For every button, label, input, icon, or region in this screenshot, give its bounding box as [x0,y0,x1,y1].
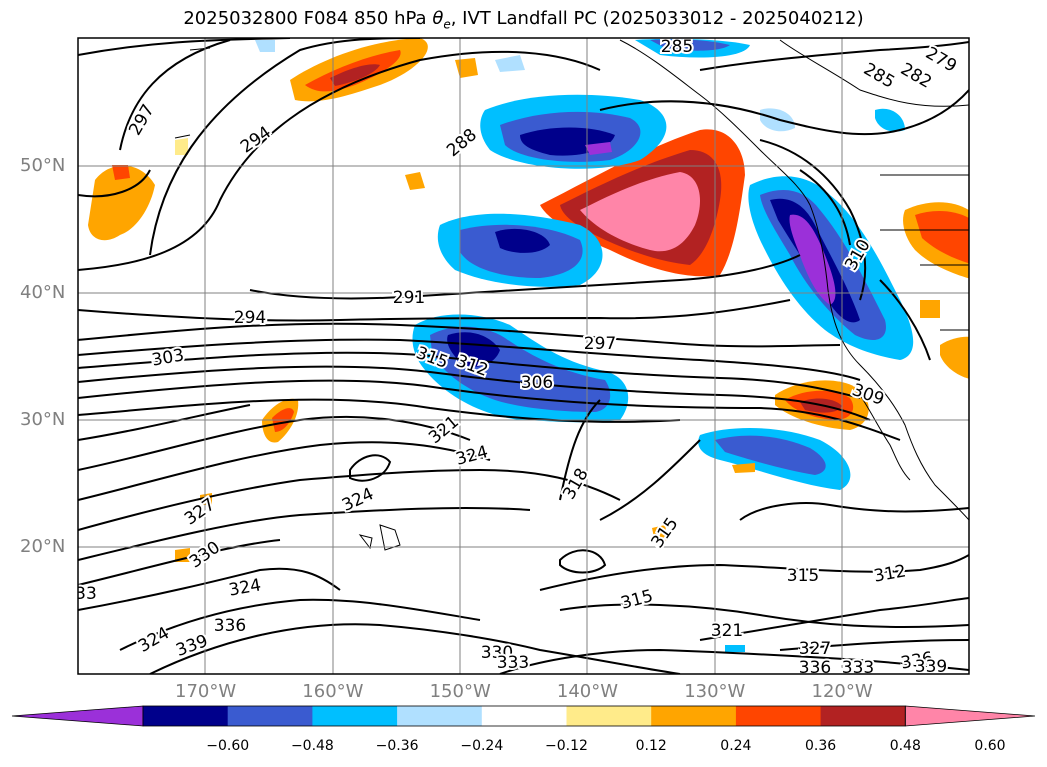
contour-label: 333 [842,658,874,678]
colorbar-segment [651,706,737,726]
colorbar-tick-label: −0.24 [460,738,504,754]
contour-label: 330 [481,643,513,663]
colorbar-extension-low [11,705,144,727]
contour-label: 327 [799,639,831,659]
contour-label: 333 [497,653,529,673]
gridlines [78,38,969,674]
longitude-label: 170°W [175,681,237,702]
contour-label: 33 [75,584,97,604]
colorbar-tick-label: −0.48 [290,738,334,754]
colorbar-tick-label: 0.60 [974,738,1006,754]
latitude-label: 40°N [20,282,66,303]
contour-label: 315 [787,566,819,586]
colorbar-segment [566,706,652,726]
colorbar-tick-label: −0.12 [545,738,588,754]
shading-layer [88,38,969,652]
longitude-label: 140°W [556,681,619,702]
contour-label: 321 [711,621,743,641]
contour-label: 336 [799,658,831,678]
colorbar-tick-label: 0.48 [889,738,921,754]
longitude-label: 150°W [429,681,491,702]
latitude-label: 20°N [20,536,66,557]
longitude-label: 130°W [684,681,746,702]
theta-e-contours [78,38,969,674]
longitude-label: 160°W [302,681,364,702]
colorbar-tick-label: 0.36 [805,738,837,754]
colorbar-segment [143,706,229,726]
colorbar-tick-label: −0.60 [206,738,250,754]
plot-frame [77,37,970,675]
colorbar-segment [397,706,483,726]
contour-label: 294 [234,308,266,328]
longitude-label: 120°W [811,681,873,702]
colorbar-tick-label: −0.36 [375,738,419,754]
colorbar-segment [820,706,906,726]
coastlines [174,39,969,551]
latitude-label: 30°N [20,409,66,430]
colorbar-segment [227,706,313,726]
colorbar [11,705,1036,727]
contour-label: 336 [214,616,246,636]
colorbar-segment [312,706,398,726]
contour-label: 291 [393,288,425,308]
contour-label: 306 [521,373,553,393]
colorbar-extension-high [904,705,1036,727]
contour-label: 312 [872,561,907,586]
colorbar-tick-label: 0.24 [720,738,752,754]
colorbar-segment [481,706,567,726]
latitude-label: 50°N [20,155,66,176]
contour-label: 339 [915,657,947,677]
contour-label: 285 [661,37,693,57]
colorbar-segment [735,706,822,726]
colorbar-tick-label: 0.12 [635,738,667,754]
contour-label: 297 [584,334,616,354]
contour-label: 336 [899,648,934,673]
plot-title: 2025032800 F084 850 hPa θe, IVT Landfall… [183,8,864,32]
